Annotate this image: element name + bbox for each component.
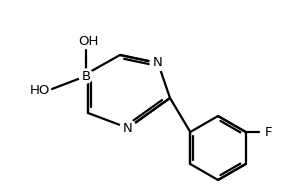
Text: HO: HO [30,83,50,96]
Text: N: N [153,56,163,69]
Text: N: N [123,121,133,134]
Text: F: F [265,126,272,139]
Circle shape [120,120,136,136]
Text: B: B [82,69,91,82]
Circle shape [79,69,93,83]
Circle shape [150,55,166,71]
Text: OH: OH [78,35,98,48]
